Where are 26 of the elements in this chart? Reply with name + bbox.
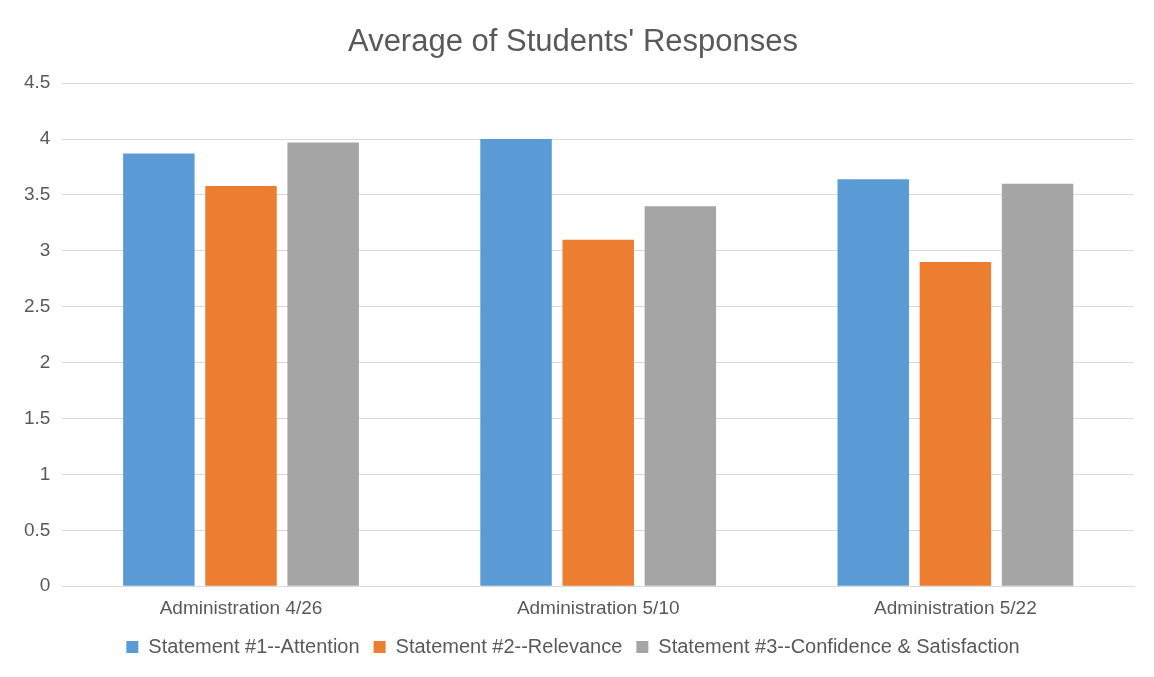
x-tick-label: Administration 5/22 bbox=[874, 596, 1037, 618]
y-tick-label: 4 bbox=[39, 127, 51, 149]
bar bbox=[1001, 183, 1074, 586]
legend-label: Statement #1--Attention bbox=[148, 634, 360, 657]
y-tick-label: 0 bbox=[39, 574, 51, 596]
y-tick-label: 2 bbox=[39, 350, 51, 372]
chart-title: Average of Students' Responses bbox=[348, 23, 798, 59]
legend-label: Statement #3--Confidence & Satisfaction bbox=[658, 634, 1020, 657]
bar bbox=[287, 142, 359, 586]
legend-label: Statement #2--Relevance bbox=[395, 634, 623, 657]
bar bbox=[919, 262, 992, 586]
y-tick-label: 0.5 bbox=[23, 518, 51, 540]
y-tick-label: 1 bbox=[39, 462, 51, 484]
x-tick-label: Administration 5/10 bbox=[516, 596, 680, 618]
bar bbox=[205, 186, 277, 586]
y-tick-label: 3.5 bbox=[23, 183, 51, 205]
y-tick-label: 4.5 bbox=[23, 71, 51, 93]
bar bbox=[644, 206, 717, 586]
y-tick-label: 2.5 bbox=[23, 294, 51, 316]
bar bbox=[837, 179, 909, 586]
bar bbox=[562, 239, 634, 586]
y-tick-label: 3 bbox=[39, 239, 51, 261]
bar bbox=[480, 139, 552, 586]
y-tick-label: 1.5 bbox=[23, 406, 51, 428]
bar bbox=[123, 153, 195, 586]
x-tick-label: Administration 4/26 bbox=[159, 596, 323, 618]
